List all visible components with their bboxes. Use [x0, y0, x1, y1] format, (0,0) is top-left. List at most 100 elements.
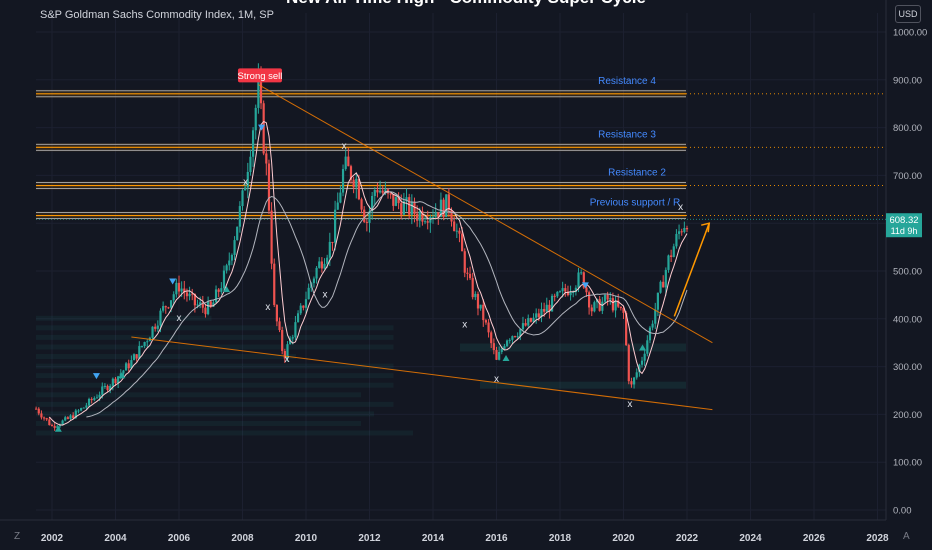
price-tick-label: 0.00 — [893, 506, 912, 517]
volume-profile-bar — [36, 334, 394, 340]
candle-body — [569, 292, 572, 296]
candle-body — [635, 372, 638, 378]
volume-profile-bar — [460, 343, 686, 352]
candle-body — [265, 153, 268, 164]
volume-profile-bar — [36, 430, 413, 436]
candle-body — [651, 323, 654, 328]
candle-body — [135, 354, 138, 359]
volume-profile-layer — [36, 315, 686, 436]
candle-body — [455, 230, 458, 232]
candle-body — [347, 156, 350, 167]
candle-body — [609, 298, 612, 300]
time-tick-label: 2022 — [676, 533, 699, 544]
candle-body — [341, 169, 345, 193]
candle-body — [180, 288, 183, 292]
candle-body — [680, 231, 683, 233]
candle-body — [93, 398, 96, 401]
candle-body — [304, 299, 308, 308]
candle-body — [214, 289, 218, 303]
moving-averages-layer — [49, 120, 688, 426]
candle-body — [326, 257, 329, 264]
candle-body — [384, 189, 387, 193]
candle-body — [162, 306, 165, 311]
candle-body — [378, 190, 382, 193]
volume-profile-bar — [36, 325, 394, 331]
candle-body — [535, 313, 538, 318]
candle-body — [532, 317, 535, 322]
candle-body — [251, 130, 255, 157]
candle-body — [625, 312, 628, 346]
candle-body — [312, 278, 316, 284]
price-tick-label: 1000.00 — [893, 28, 927, 39]
resistance-label: Resistance 4 — [598, 76, 656, 87]
candle-body — [130, 360, 133, 369]
candle-body — [69, 415, 72, 419]
time-tick-label: 2020 — [612, 533, 635, 544]
candle-body — [643, 353, 646, 361]
buy-triangle-icon — [223, 286, 231, 293]
candle-body — [548, 304, 551, 312]
timezone-icon[interactable]: Z — [14, 531, 21, 542]
candle-body — [259, 77, 263, 104]
candle-body — [505, 340, 509, 347]
candle-body — [291, 337, 294, 339]
candle-body — [249, 156, 252, 172]
candle-body — [77, 410, 80, 412]
candle-body — [45, 418, 48, 420]
candle-body — [662, 281, 665, 288]
candle-body — [132, 354, 136, 361]
candle-body — [603, 294, 607, 302]
candle-body — [453, 221, 456, 232]
candle-body — [267, 163, 271, 211]
candle-body — [466, 272, 469, 274]
candle-body — [238, 206, 241, 227]
candle-body — [421, 211, 424, 222]
candle-body — [246, 171, 249, 188]
candle-body — [431, 216, 435, 218]
time-axis — [0, 520, 932, 550]
candle-body — [664, 269, 667, 288]
candle-body — [389, 193, 392, 195]
projection-arrow-head — [701, 222, 711, 233]
candle-body — [275, 305, 278, 322]
resistance-label: Resistance 3 — [598, 129, 656, 140]
candle-body — [513, 336, 517, 338]
trendline — [258, 84, 713, 344]
candle-body — [61, 420, 64, 425]
candle-body — [373, 190, 376, 196]
candle-body — [577, 272, 580, 288]
candle-body — [484, 320, 488, 323]
candle-body — [482, 304, 485, 321]
candle-body — [87, 398, 91, 406]
symbol-legend[interactable]: S&P Goldman Sachs Commodity Index, 1M, S… — [40, 9, 274, 21]
time-tick-label: 2012 — [358, 533, 381, 544]
last-price-value: 608.32 — [889, 215, 918, 226]
candle-body — [392, 194, 395, 206]
candle-body — [302, 305, 305, 308]
price-tick-label: 800.00 — [893, 123, 922, 134]
candle-body — [177, 282, 181, 292]
cross-marker: x — [284, 354, 289, 365]
candle-body — [564, 288, 567, 292]
currency-button[interactable]: USD — [895, 5, 921, 23]
candle-body — [101, 386, 104, 395]
volume-profile-bar — [36, 392, 361, 398]
candle-body — [217, 289, 220, 292]
candle-body — [667, 255, 670, 270]
volume-profile-bar — [36, 315, 212, 321]
candle-body — [307, 287, 310, 300]
time-tick-label: 2024 — [739, 533, 762, 544]
candle-body — [474, 293, 477, 298]
candle-body — [495, 350, 498, 360]
moving-average-fast — [49, 120, 688, 426]
candle-body — [611, 298, 615, 311]
price-tick-label: 300.00 — [893, 362, 922, 373]
candle-body — [646, 340, 649, 354]
candle-body — [143, 342, 146, 346]
price-tick-label: 500.00 — [893, 267, 922, 278]
candle-body — [434, 212, 437, 217]
auto-scale-button[interactable]: A — [903, 531, 910, 542]
